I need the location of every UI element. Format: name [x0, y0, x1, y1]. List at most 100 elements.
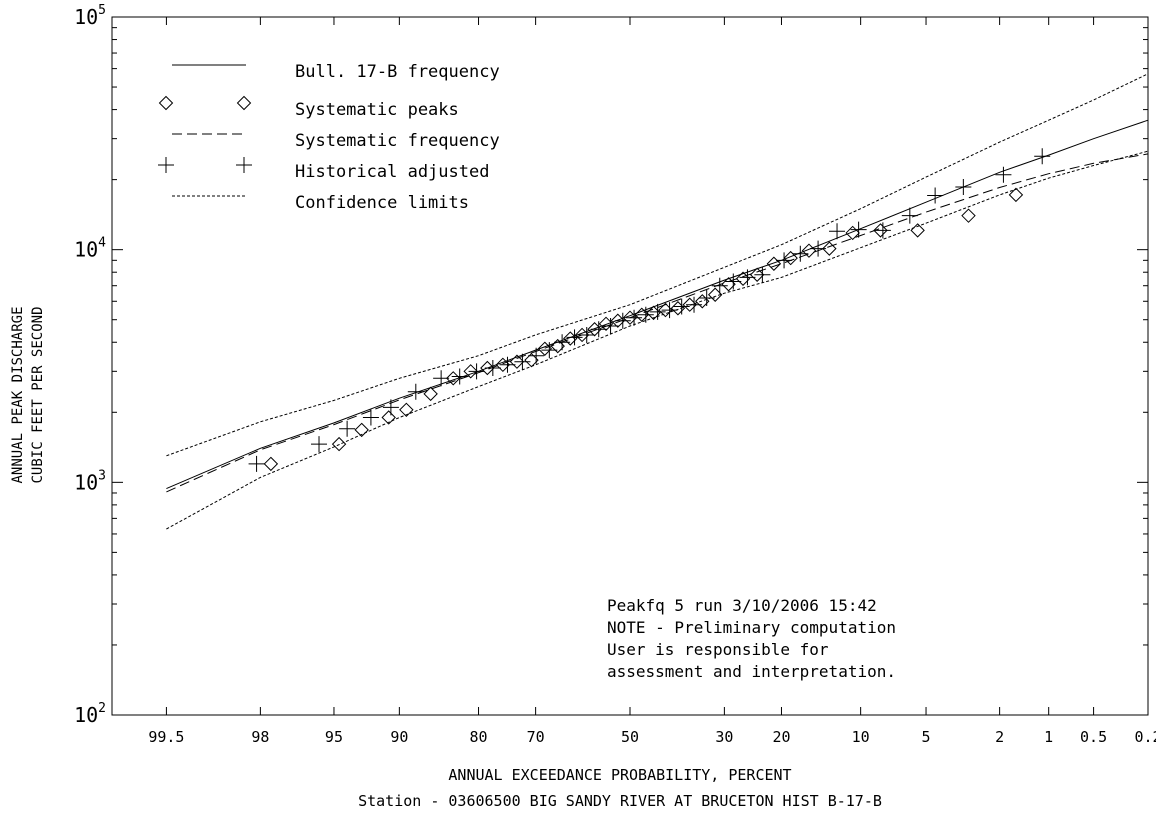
- legend-label: Systematic peaks: [295, 100, 459, 120]
- systematic-peak-point: [766, 256, 782, 271]
- systematic-peak-point: [263, 456, 279, 472]
- annotation: Peakfq 5 run 3/10/2006 15:42 NOTE - Preli…: [607, 596, 896, 681]
- sys-freq-line: [166, 153, 1149, 493]
- historical-adjusted-point: [955, 178, 972, 195]
- systematic-peak-point: [610, 313, 626, 328]
- historical-adjusted-point: [649, 303, 666, 320]
- series-layer: [166, 73, 1149, 530]
- historical-adjusted-point: [528, 347, 545, 364]
- systematic-peak-point: [845, 225, 860, 241]
- x-tick-label: 10: [852, 728, 870, 746]
- x-axis: 99.5 98 95 90 80 70 50 30 20 10 5 2 1 0.5 0.2: [148, 17, 1156, 746]
- historical-adjusted-point: [468, 363, 485, 380]
- systematic-peak-point: [331, 436, 347, 452]
- historical-adjusted-point: [901, 207, 918, 224]
- legend-label: Confidence limits: [295, 193, 469, 213]
- systematic-peak-point: [783, 250, 798, 266]
- y-tick-label: 103: [74, 468, 106, 494]
- x-tick-label: 0.2: [1134, 728, 1156, 746]
- x-tick-label: 30: [715, 728, 733, 746]
- historical-adjusted-point: [451, 368, 468, 385]
- historical-adjusted-point: [725, 273, 742, 290]
- historical-adjusted-point: [927, 187, 944, 204]
- y-axis-label-line2: CUBIC FEET PER SECOND: [30, 306, 46, 483]
- bull-line: [166, 119, 1149, 490]
- x-tick-label: 80: [469, 728, 487, 746]
- x-tick-label: 2: [995, 728, 1004, 746]
- historical-adjusted-point: [590, 321, 607, 338]
- x-tick-label: 95: [325, 728, 343, 746]
- historical-adjusted-point: [1034, 148, 1051, 165]
- systematic-peak-point: [354, 422, 369, 438]
- historical-adjusted-point: [698, 289, 715, 306]
- historical-adjusted-point: [554, 334, 571, 351]
- historical-adjusted-point: [362, 409, 379, 426]
- x-tick-label: 98: [251, 728, 269, 746]
- historical-adjusted-point: [614, 312, 631, 329]
- legend-item-conf: Confidence limits: [172, 193, 469, 213]
- annotation-line: Peakfq 5 run 3/10/2006 15:42: [607, 596, 877, 615]
- historical-adjusted-point: [514, 353, 531, 370]
- historical-adjusted-point: [248, 455, 265, 472]
- historical-adjusted-point: [566, 329, 583, 346]
- x-tick-label: 1: [1044, 728, 1053, 746]
- historical-adjusted-point: [754, 266, 771, 283]
- y-tick-label: 104: [74, 236, 106, 262]
- conf-lower-line: [166, 150, 1149, 530]
- legend-label: Historical adjusted: [295, 162, 489, 182]
- historical-adjusted-point: [484, 360, 501, 377]
- historical-adjusted-point: [602, 317, 619, 334]
- historical-adjusted-point: [311, 436, 328, 453]
- legend-plus-symbol: [236, 157, 252, 173]
- systematic-peak-point: [961, 208, 976, 223]
- systematic-peak-point: [399, 402, 414, 418]
- systematic-peak-point: [1008, 187, 1024, 203]
- x-tick-label: 50: [621, 728, 639, 746]
- historical-adjusted-point: [407, 383, 424, 400]
- historical-adjusted-point: [739, 269, 756, 286]
- historical-adjusted-point: [776, 252, 793, 269]
- chart-subtitle: Station - 03606500 BIG SANDY RIVER AT BR…: [358, 792, 882, 810]
- historical-adjusted-point: [810, 240, 827, 257]
- legend-diamond-symbol: [236, 95, 252, 111]
- annotation-line: User is responsible for: [607, 640, 829, 659]
- historical-adjusted-point: [578, 326, 595, 343]
- historical-adjusted-point: [339, 420, 356, 437]
- systematic-peak-point: [749, 267, 765, 282]
- x-tick-label: 5: [922, 728, 931, 746]
- systematic-peak-point: [873, 223, 888, 238]
- historical-adjusted-point: [686, 296, 703, 313]
- legend-plus-symbol: [158, 157, 174, 173]
- historical-adjusted-point: [673, 298, 690, 315]
- x-tick-label: 20: [772, 728, 790, 746]
- y-tick-label: 105: [74, 3, 106, 29]
- conf-upper-line: [166, 73, 1149, 457]
- systematic-peak-point: [463, 364, 478, 379]
- historical-adjusted-point: [382, 399, 399, 416]
- historical-adjusted-point: [433, 370, 450, 387]
- x-tick-label: 70: [527, 728, 545, 746]
- systematic-peak-point: [423, 386, 438, 402]
- x-tick-label: 99.5: [148, 728, 184, 746]
- historical-adjusted-point: [499, 356, 516, 373]
- legend-diamond-symbol: [158, 95, 174, 111]
- legend-item-sys-peaks: Systematic peaks: [158, 95, 459, 120]
- historical-adjusted-point: [850, 221, 867, 238]
- y-tick-label: 102: [74, 701, 106, 727]
- legend-label: Bull. 17-B frequency: [295, 62, 500, 82]
- annotation-line: NOTE - Preliminary computation: [607, 618, 896, 637]
- y-axis-label-line1: ANNUAL PEAK DISCHARGE: [10, 306, 26, 483]
- systematic-peak-point: [381, 410, 396, 425]
- historical-adjusted-point: [874, 222, 891, 239]
- y-axis: 102 103 104 105: [74, 3, 1148, 727]
- historical-adjusted-point: [661, 302, 678, 319]
- legend-item-bull: Bull. 17-B frequency: [172, 62, 500, 82]
- systematic-peak-point: [822, 241, 837, 256]
- historical-adjusted-point: [829, 223, 846, 240]
- legend: Bull. 17-B frequency Systematic peaks Syst…: [158, 62, 500, 213]
- legend-item-hist: Historical adjusted: [158, 157, 489, 182]
- historical-adjusted-point: [626, 309, 643, 326]
- x-axis-label: ANNUAL EXCEEDANCE PROBABILITY, PERCENT: [448, 766, 791, 784]
- historical-adjusted-point: [541, 342, 558, 359]
